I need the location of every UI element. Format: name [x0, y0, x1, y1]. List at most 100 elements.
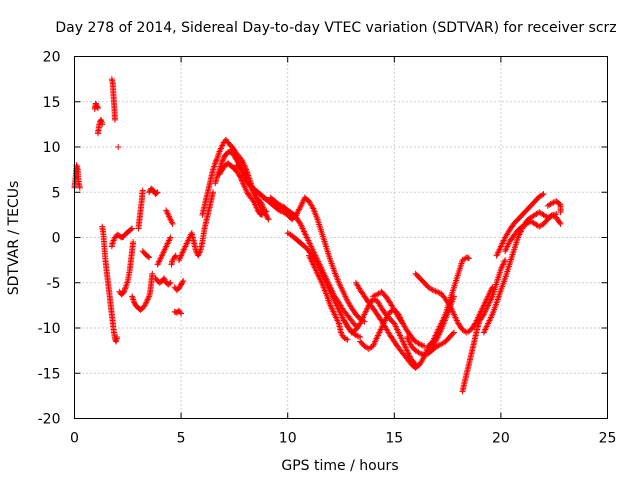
data-point: [139, 187, 146, 194]
data-point: [145, 253, 152, 260]
data-point: [416, 341, 423, 348]
data-point: [387, 308, 394, 315]
y-tick-label: -15: [38, 366, 61, 382]
data-point: [296, 205, 303, 212]
series-arc-35: [429, 293, 457, 350]
series-arc-10: [135, 187, 146, 232]
series-arc-38: [493, 191, 547, 259]
data-point: [219, 158, 226, 165]
data-point: [295, 207, 302, 214]
data-point: [261, 207, 268, 214]
series-arc-31: [357, 306, 406, 352]
data-point: [115, 144, 122, 150]
series-arc-11: [139, 248, 153, 261]
data-point: [260, 205, 267, 212]
data-point: [294, 209, 301, 216]
data-point: [146, 254, 153, 261]
data-point: [124, 279, 131, 286]
data-point: [420, 355, 427, 362]
data-point: [149, 270, 156, 277]
data-point: [264, 215, 271, 222]
y-tick-label: -20: [38, 412, 61, 428]
data-points: [71, 76, 564, 395]
data-point: [435, 289, 442, 296]
y-tick-label: 20: [43, 50, 61, 66]
x-tick-label: 10: [279, 431, 297, 447]
data-point: [211, 161, 218, 168]
data-point: [220, 156, 227, 163]
data-point: [259, 201, 266, 208]
data-point: [94, 104, 101, 111]
data-point: [211, 163, 218, 170]
data-point: [495, 294, 502, 301]
data-point: [219, 157, 226, 164]
data-point: [418, 341, 425, 348]
series-arc-07: [108, 225, 136, 250]
series-arc-36: [459, 257, 509, 395]
data-point: [153, 190, 160, 197]
y-tick-label: 10: [43, 140, 61, 156]
x-tick-label: 0: [70, 431, 79, 447]
series-arc-12: [146, 185, 161, 198]
data-point: [259, 211, 266, 218]
data-point: [259, 203, 266, 210]
chart-title: Day 278 of 2014, Sidereal Day-to-day VTE…: [55, 20, 616, 36]
data-point: [172, 253, 179, 260]
data-point: [496, 291, 503, 298]
data-point: [94, 105, 101, 112]
data-point: [169, 220, 176, 227]
data-point: [276, 207, 283, 214]
y-tick-label: -10: [38, 321, 61, 337]
data-point: [154, 189, 161, 196]
data-point: [258, 200, 265, 207]
data-point: [399, 320, 406, 327]
data-point: [539, 191, 546, 198]
data-point: [122, 285, 129, 292]
series-arc-18: [171, 307, 185, 317]
series-arc-19: [175, 189, 217, 264]
data-point: [465, 255, 472, 262]
data-point: [213, 156, 220, 163]
data-point: [92, 100, 99, 107]
data-point: [214, 153, 221, 160]
data-point: [210, 165, 217, 172]
data-point: [122, 284, 129, 291]
series-arc-08: [116, 239, 137, 298]
axis-ticks: 0 5 10 15 20 25 -20 -15 -10 -5 0 5 10 15 20: [38, 50, 617, 447]
data-point: [265, 216, 272, 223]
data-point: [178, 310, 185, 317]
x-tick-label: 15: [385, 431, 403, 447]
data-point: [431, 287, 438, 294]
series-arc-32: [404, 329, 457, 359]
data-point: [495, 293, 502, 300]
data-point: [129, 294, 136, 301]
x-tick-label: 5: [177, 431, 186, 447]
data-point: [167, 234, 174, 241]
y-tick-label: -5: [47, 276, 61, 292]
x-tick-label: 25: [599, 431, 617, 447]
data-point: [166, 280, 173, 287]
series-arc-16: [168, 252, 179, 268]
series-arc-01: [71, 162, 83, 191]
data-point: [435, 342, 442, 349]
series-arc-37: [480, 209, 560, 336]
data-point: [416, 350, 423, 357]
data-point: [167, 279, 174, 286]
series-arc-13: [152, 275, 174, 288]
data-point: [212, 160, 219, 167]
data-point: [172, 252, 179, 259]
data-point: [76, 184, 83, 191]
data-point: [556, 219, 563, 226]
data-point: [557, 209, 564, 216]
data-point: [262, 210, 269, 217]
data-point: [177, 309, 184, 316]
data-point: [210, 166, 217, 173]
data-point: [421, 352, 428, 359]
data-point: [120, 289, 127, 296]
data-point: [121, 288, 128, 295]
data-point: [238, 177, 245, 184]
data-point: [449, 330, 456, 337]
data-point: [355, 333, 362, 340]
series-arc-14: [154, 234, 174, 268]
